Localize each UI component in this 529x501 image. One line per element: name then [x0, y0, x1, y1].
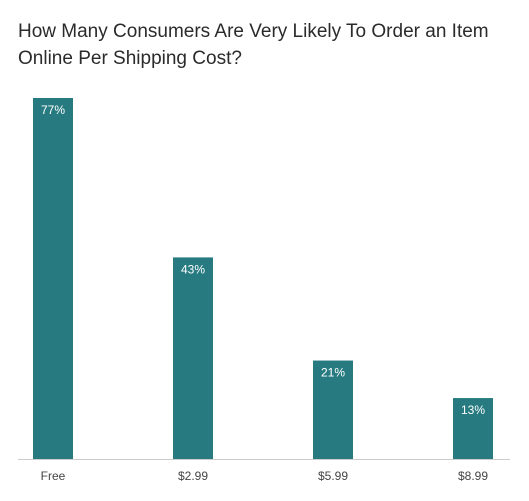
bar-value-label: 13% [461, 403, 485, 417]
bar-0 [33, 98, 73, 459]
bars-group: 77% 43% 21% 13% [33, 98, 493, 459]
bar-value-label: 77% [41, 103, 65, 117]
x-tick-label: Free [41, 469, 66, 483]
x-tick-label: $8.99 [458, 469, 488, 483]
bar-2 [313, 360, 353, 459]
bar-1 [173, 257, 213, 459]
chart-title: How Many Consumers Are Very Likely To Or… [18, 21, 489, 69]
bar-value-label: 43% [181, 262, 205, 276]
x-tick-label: $5.99 [318, 469, 348, 483]
bar-3 [453, 398, 493, 459]
bar-value-label: 21% [321, 366, 345, 380]
x-axis-ticks: Free $2.99 $5.99 $8.99 [41, 469, 489, 483]
x-tick-label: $2.99 [178, 469, 208, 483]
